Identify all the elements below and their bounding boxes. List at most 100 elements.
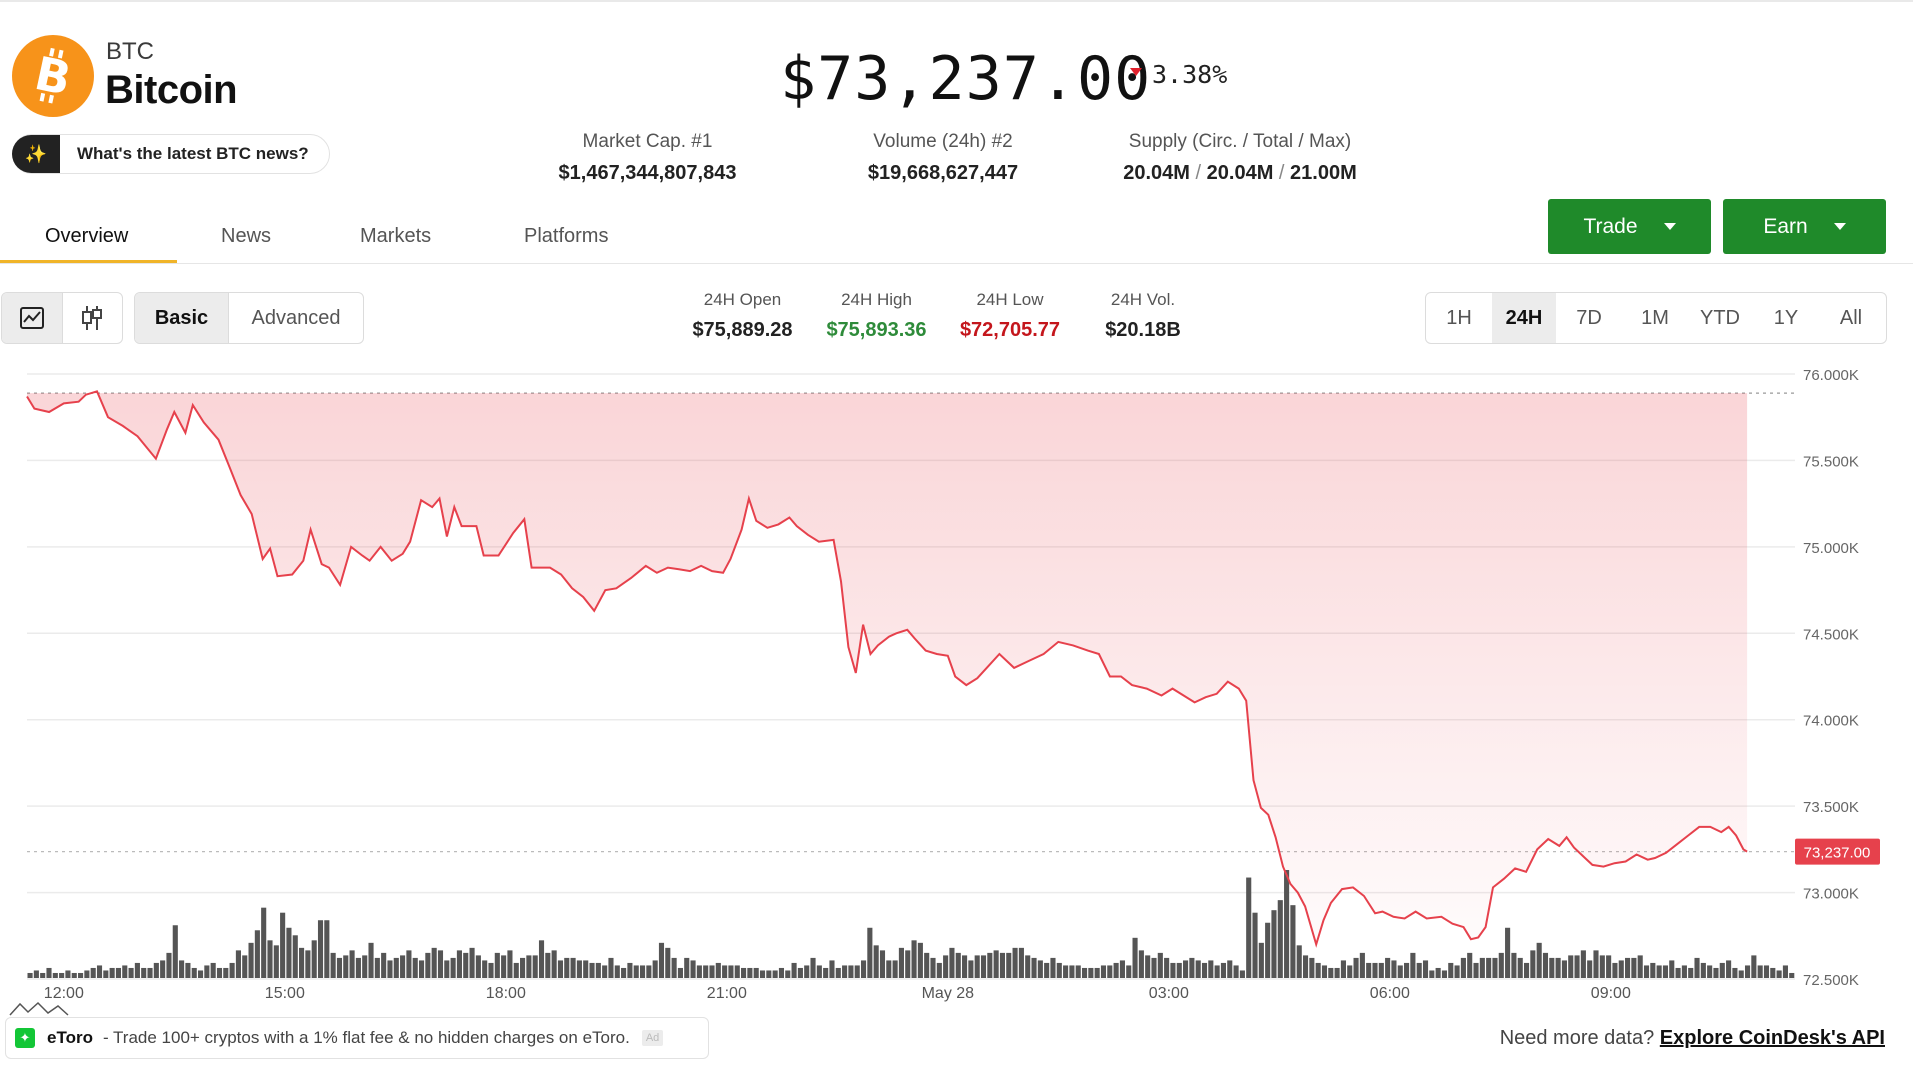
volume-bar xyxy=(179,960,185,978)
volume-bar xyxy=(829,960,835,978)
tab-platforms[interactable]: Platforms xyxy=(524,225,609,247)
volume-bar xyxy=(1511,952,1517,978)
chevron-down-icon xyxy=(1663,223,1676,230)
volume-bar xyxy=(1422,960,1429,978)
volume-bar xyxy=(677,967,683,978)
volume-bar xyxy=(1126,965,1132,978)
volume-bar xyxy=(343,955,349,978)
explore-api-link[interactable]: Explore CoinDesk's API xyxy=(1659,1027,1885,1049)
volume-bar xyxy=(1246,877,1252,978)
volume-bar xyxy=(1119,960,1125,978)
latest-news-label: What's the latest BTC news? xyxy=(77,144,309,163)
volume-bar xyxy=(1789,972,1795,978)
volume-bar xyxy=(715,962,721,978)
candlestick-icon[interactable] xyxy=(63,293,123,343)
volume-bar xyxy=(1625,957,1631,978)
volume-bar xyxy=(59,972,65,978)
current-price: $73,237.00 xyxy=(780,44,1152,114)
tab-overview[interactable]: Overview xyxy=(45,225,129,247)
supply-stat: Supply (Circ. / Total / Max) 20.04M / 20… xyxy=(1100,131,1380,185)
volume-bar xyxy=(1536,942,1542,978)
range-1h-button[interactable]: 1H xyxy=(1446,306,1472,329)
ad-brand: eToro xyxy=(47,1028,93,1047)
volume-bar xyxy=(1025,955,1031,978)
trade-button[interactable]: Trade xyxy=(1548,199,1711,254)
volume-bar xyxy=(1189,957,1195,978)
volume-bar xyxy=(703,965,709,978)
volume-bar xyxy=(564,957,570,978)
volume-bar xyxy=(1587,960,1593,978)
volume-bar xyxy=(1486,957,1492,978)
volume-bar xyxy=(785,970,791,978)
x-tick-label: 21:00 xyxy=(707,985,747,1002)
volume-bar xyxy=(1429,970,1435,978)
volume-bar xyxy=(1435,967,1441,978)
volume-24h-stat: 24H Vol. $20.18B xyxy=(1090,290,1196,342)
range-all-button[interactable]: All xyxy=(1839,306,1863,329)
volume-bar xyxy=(1258,942,1264,978)
range-ytd-button[interactable]: YTD xyxy=(1700,306,1740,329)
volume-bar xyxy=(671,957,677,978)
volume-bar xyxy=(1454,965,1460,978)
tab-news[interactable]: News xyxy=(221,225,272,247)
earn-button[interactable]: Earn xyxy=(1723,199,1886,254)
volume-bar xyxy=(166,952,172,978)
range-1y-button[interactable]: 1Y xyxy=(1773,306,1799,329)
high-stat: 24H High $75,893.36 xyxy=(815,290,938,342)
chevron-down-icon xyxy=(1833,223,1846,230)
volume-bar xyxy=(1751,955,1757,978)
volume-bar xyxy=(968,960,974,978)
volume-bar xyxy=(1656,965,1662,978)
line-chart-icon[interactable] xyxy=(2,293,63,343)
etoro-ad-banner[interactable]: ✦ eToro - Trade 100+ cryptos with a 1% f… xyxy=(5,1017,709,1059)
basic-mode-button[interactable]: Basic xyxy=(135,293,229,343)
volume-value: $19,668,627,447 xyxy=(867,162,1019,184)
volume-bar xyxy=(412,957,418,978)
x-tick-label: 15:00 xyxy=(265,985,305,1002)
volume-bar xyxy=(160,960,166,978)
x-tick-label: 18:00 xyxy=(486,985,526,1002)
volume-bar xyxy=(254,930,260,978)
volume-bar xyxy=(538,940,545,978)
volume-bar xyxy=(1650,962,1656,978)
y-tick-label: 74.000K xyxy=(1803,713,1859,730)
volume-bar xyxy=(1037,960,1043,978)
volume-bar xyxy=(936,962,942,978)
open-value: $75,889.28 xyxy=(692,319,793,341)
volume-bar xyxy=(1334,967,1340,978)
range-7d-button[interactable]: 7D xyxy=(1576,306,1602,329)
tab-markets[interactable]: Markets xyxy=(360,225,432,247)
volume-bar xyxy=(286,927,292,978)
volume-bar xyxy=(627,962,633,978)
volume-bar xyxy=(545,952,551,978)
volume-bar xyxy=(324,920,330,978)
active-tab-indicator xyxy=(0,260,177,263)
volume-bar xyxy=(134,962,140,978)
volume-bar xyxy=(709,965,715,978)
x-tick-label: 03:00 xyxy=(1149,985,1189,1002)
range-1m-button[interactable]: 1M xyxy=(1641,306,1669,329)
volume-bar xyxy=(1170,962,1176,978)
volume-bar xyxy=(223,967,229,978)
advanced-mode-button[interactable]: Advanced xyxy=(251,306,341,329)
volume-bar xyxy=(1220,962,1227,978)
volume-bar xyxy=(235,950,241,978)
volume-bar xyxy=(608,957,614,978)
volume-bar xyxy=(355,957,361,978)
high-value: $75,893.36 xyxy=(826,319,927,341)
range-24h-button[interactable]: 24H xyxy=(1492,293,1556,343)
volume-bar xyxy=(690,960,696,978)
latest-news-button[interactable]: ✨ What's the latest BTC news? xyxy=(12,134,330,174)
volume-bar xyxy=(65,970,71,978)
volume-bar xyxy=(1479,957,1485,978)
volume-bar xyxy=(1208,960,1214,978)
price-chart[interactable]: 76.000K 75.500K 75.000K 74.500K 74.000K 73.50… xyxy=(0,350,1913,1010)
volume-bar xyxy=(1757,965,1763,978)
volume-bar xyxy=(1138,950,1144,978)
volume-bar xyxy=(456,950,462,978)
volume-bar xyxy=(1271,910,1277,978)
etoro-logo-icon: ✦ xyxy=(15,1028,35,1048)
volume-bar xyxy=(1517,957,1523,978)
volume-bar xyxy=(1100,965,1107,978)
volume-bar xyxy=(475,955,481,978)
